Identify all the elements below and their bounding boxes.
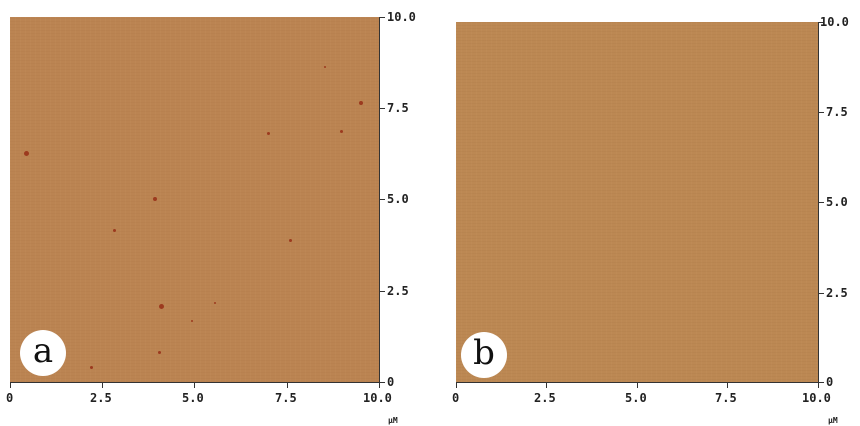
particle [359,101,363,105]
x-tick-a [287,382,288,388]
x-tick-label-b: 5.0 [625,391,647,405]
y-tick-label-a: 2.5 [387,284,409,298]
x-tick-label-b: 2.5 [534,391,556,405]
x-tick-label-a: 0 [6,391,13,405]
particle [90,366,93,369]
y-axis-a [379,17,380,383]
x-unit-label-a: µM [388,416,398,425]
particle [159,304,164,309]
x-tick-label-a: 5.0 [182,391,204,405]
x-tick-b [727,382,728,388]
particle [289,239,292,242]
y-tick-a [379,291,385,292]
x-tick-b [456,382,457,388]
x-tick-b [637,382,638,388]
y-tick-label-b: 0 [826,375,833,389]
particle [191,320,193,322]
x-tick-label-b: 10.0 [802,391,831,405]
panel-label-b: b [461,332,507,378]
x-tick-a [10,382,11,388]
y-tick-label-b: 7.5 [826,105,848,119]
particle [113,229,116,232]
x-tick-b [818,382,819,388]
x-tick-label-b: 7.5 [715,391,737,405]
particle [153,197,157,201]
particle [324,66,326,68]
y-tick-a [379,199,385,200]
y-tick-label-b: 5.0 [826,195,848,209]
particle [340,130,343,133]
panel-label-a: a [20,330,66,376]
afm-scan-image-a [10,17,379,382]
particle [158,351,161,354]
y-tick-b [818,293,824,294]
x-axis-a [10,382,380,383]
x-tick-b [546,382,547,388]
y-tick-a [379,17,385,18]
y-tick-b [818,112,824,113]
x-tick-a [194,382,195,388]
y-tick-label-a: 7.5 [387,101,409,115]
x-unit-label-b: µM [828,416,838,425]
y-tick-label-b: 2.5 [826,286,848,300]
surface-texture [456,22,818,383]
y-tick-a [379,108,385,109]
x-tick-a [379,382,380,388]
y-tick-label-a: 5.0 [387,192,409,206]
particle [24,151,29,156]
y-tick-label-a: 10.0 [387,10,416,24]
x-tick-label-a: 7.5 [275,391,297,405]
afm-scan-image-b [456,22,818,383]
y-tick-label-a: 0 [387,375,394,389]
surface-texture [10,17,379,382]
x-tick-label-b: 0 [452,391,459,405]
x-tick-a [102,382,103,388]
particle [267,132,270,135]
y-tick-b [818,202,824,203]
x-tick-label-a: 2.5 [90,391,112,405]
x-tick-label-a: 10.0 [363,391,392,405]
y-tick-label-b: 10.0 [820,15,849,29]
particle [214,302,216,304]
